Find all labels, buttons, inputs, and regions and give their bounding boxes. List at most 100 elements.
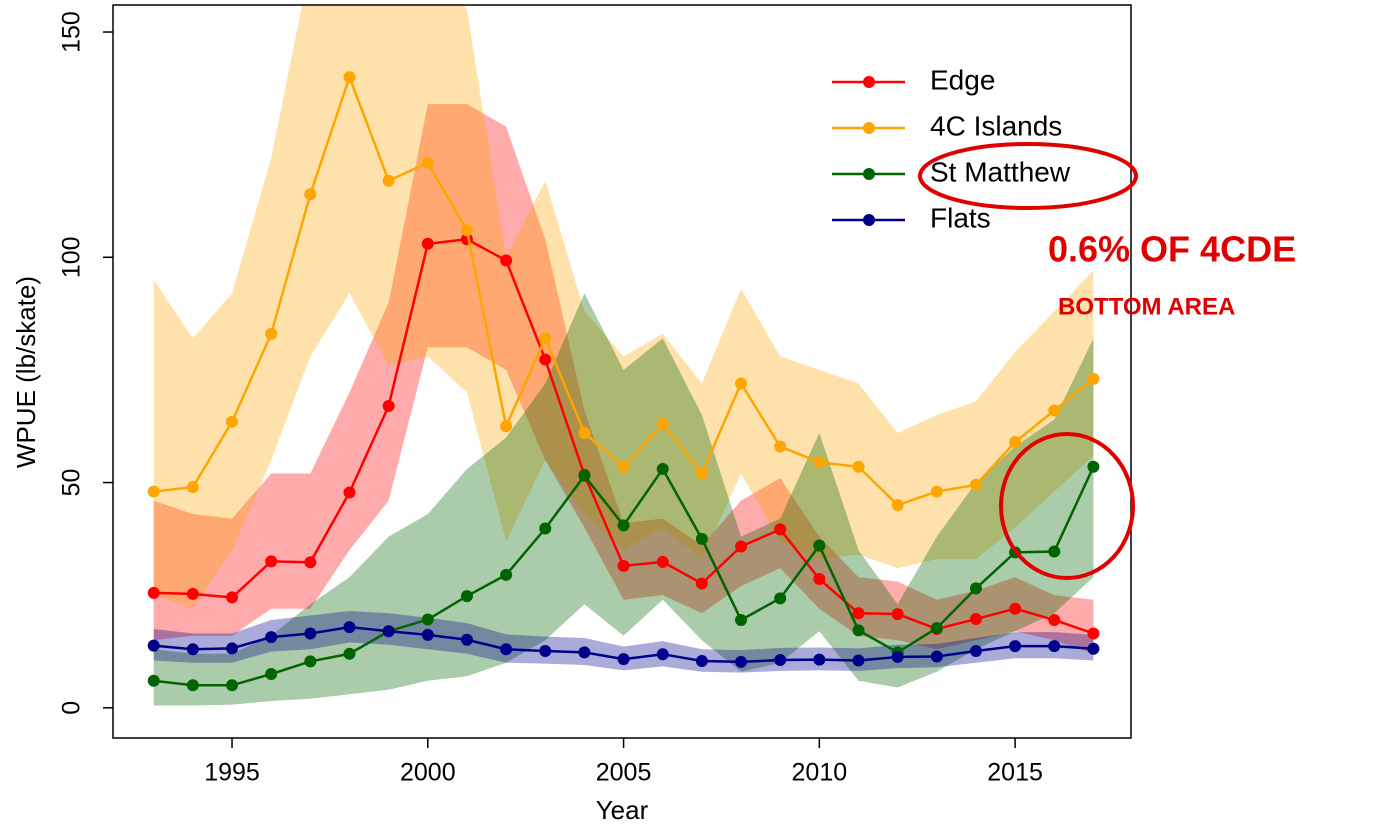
data-point (304, 655, 317, 668)
data-point (617, 460, 630, 473)
data-point (774, 592, 787, 605)
x-tick-label: 2000 (400, 759, 456, 787)
data-point (147, 674, 160, 687)
data-point (304, 627, 317, 640)
confidence-band (153, 5, 1094, 609)
data-point (226, 642, 239, 655)
data-point (1009, 436, 1022, 449)
data-point (539, 522, 552, 535)
y-axis-label: WPUE (lb/skate) (11, 276, 41, 468)
data-point (460, 590, 473, 603)
data-point (304, 188, 317, 201)
x-tick-label: 2015 (987, 759, 1043, 787)
data-point (1009, 602, 1022, 615)
data-point (735, 613, 748, 626)
x-tick-label: 1995 (204, 759, 260, 787)
data-point (695, 467, 708, 480)
legend-label: St Matthew (930, 156, 1071, 187)
legend-marker (863, 214, 875, 226)
data-point (226, 591, 239, 604)
data-point (265, 327, 278, 340)
data-point (774, 440, 787, 453)
data-point (852, 654, 865, 667)
annotation: BOTTOM AREA (1058, 293, 1235, 320)
data-point (1009, 640, 1022, 653)
highlight-ellipse (918, 142, 1138, 210)
data-point (500, 568, 513, 581)
data-point (539, 332, 552, 345)
legend-marker (863, 168, 875, 180)
data-point (421, 613, 434, 626)
data-point (656, 417, 669, 430)
data-point (500, 420, 513, 433)
data-point (578, 426, 591, 439)
data-point (735, 377, 748, 390)
data-point (813, 653, 826, 666)
data-point (343, 71, 356, 84)
data-point (969, 613, 982, 626)
data-point (774, 654, 787, 667)
data-point (147, 485, 160, 498)
data-point (852, 607, 865, 620)
data-point (460, 633, 473, 646)
data-point (226, 679, 239, 692)
data-point (382, 399, 395, 412)
data-point (1087, 642, 1100, 655)
data-point (1087, 627, 1100, 640)
y-tick-label: 0 (58, 701, 86, 715)
data-point (304, 556, 317, 569)
data-point (735, 655, 748, 668)
legend-label: Edge (930, 64, 995, 95)
data-point (147, 586, 160, 599)
data-point (695, 532, 708, 545)
data-point (421, 628, 434, 641)
data-point (1087, 460, 1100, 473)
annotation: 0.6% OF 4CDE (1048, 229, 1296, 270)
data-point (695, 654, 708, 667)
data-point (1087, 372, 1100, 385)
data-point (930, 650, 943, 663)
data-point (735, 540, 748, 553)
plot-frame (112, 4, 1132, 739)
y-tick-label: 100 (58, 236, 86, 278)
data-point (265, 555, 278, 568)
data-point (265, 668, 278, 681)
confidence-band (153, 104, 1094, 654)
data-point (226, 415, 239, 428)
legend-label: Flats (930, 202, 991, 233)
legend-marker (863, 76, 875, 88)
data-point (382, 625, 395, 638)
data-point (930, 485, 943, 498)
data-point (1048, 640, 1061, 653)
legend-marker (863, 122, 875, 134)
data-point (1048, 545, 1061, 558)
data-point (891, 499, 904, 512)
data-point (695, 577, 708, 590)
legend-label: 4C Islands (930, 110, 1062, 141)
data-point (774, 523, 787, 536)
data-point (656, 555, 669, 568)
data-point (1048, 613, 1061, 626)
x-tick-label: 2005 (596, 759, 652, 787)
data-point (421, 237, 434, 250)
highlight-ellipse (999, 432, 1135, 580)
data-point (500, 643, 513, 656)
data-point (500, 254, 513, 267)
y-tick-label: 50 (58, 469, 86, 497)
data-point (852, 460, 865, 473)
data-point (1048, 404, 1061, 417)
x-axis-label: Year (596, 795, 649, 825)
x-tick-label: 2010 (792, 759, 848, 787)
data-point (147, 639, 160, 652)
data-point (891, 608, 904, 621)
data-point (617, 653, 630, 666)
data-point (265, 631, 278, 644)
confidence-band (153, 293, 1094, 706)
data-point (186, 679, 199, 692)
data-point (813, 572, 826, 585)
data-point (578, 469, 591, 482)
data-point (186, 587, 199, 600)
bands (153, 5, 1094, 706)
data-point (617, 519, 630, 532)
